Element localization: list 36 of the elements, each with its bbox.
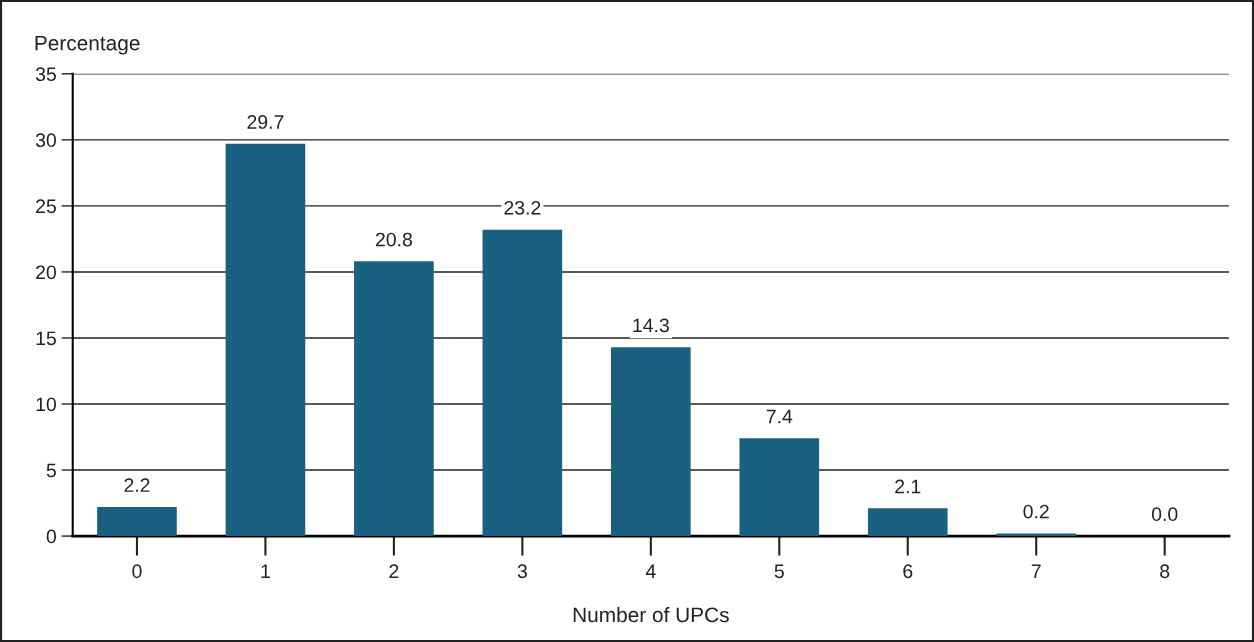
y-tick-label: 15: [36, 331, 56, 346]
data-label: 2.2: [124, 478, 150, 492]
y-tick-label: 5: [46, 463, 56, 478]
y-tick-label: 0: [46, 529, 56, 544]
bar: [225, 143, 306, 537]
bar: [611, 347, 691, 537]
x-tick-label: 8: [1160, 564, 1170, 579]
bar: [996, 533, 1077, 537]
x-tick-label: 4: [645, 564, 656, 578]
y-tick-label: 25: [36, 199, 56, 214]
data-label: 2.1: [895, 479, 921, 494]
data-label: 0.0: [1151, 507, 1178, 522]
x-tick-label: 0: [132, 564, 142, 579]
x-axis-title: Number of UPCs: [573, 606, 729, 623]
x-tick-label: 5: [774, 564, 784, 579]
data-label: 14.3: [633, 318, 669, 333]
data-label: 23.2: [504, 200, 541, 215]
x-tick-label: 6: [903, 564, 913, 579]
bar: [867, 508, 948, 537]
x-tick-label: 1: [261, 564, 270, 578]
data-label: 20.8: [375, 232, 412, 247]
x-tick-label: 2: [389, 564, 399, 578]
y-tick-label: 30: [35, 133, 56, 148]
bar: [482, 229, 563, 537]
bar: [354, 261, 434, 537]
bar: [97, 507, 177, 537]
y-tick-label: 35: [35, 67, 56, 82]
y-tick-label: 10: [36, 397, 56, 412]
x-tick-label: 3: [517, 564, 527, 579]
data-label: 0.2: [1023, 504, 1049, 519]
data-label: 7.4: [766, 409, 793, 424]
x-tick-label: 7: [1031, 564, 1041, 578]
data-label: 29.7: [247, 115, 284, 129]
bar: [739, 438, 820, 537]
y-tick-label: 20: [36, 265, 56, 280]
y-axis-title: Percentage: [35, 35, 140, 55]
